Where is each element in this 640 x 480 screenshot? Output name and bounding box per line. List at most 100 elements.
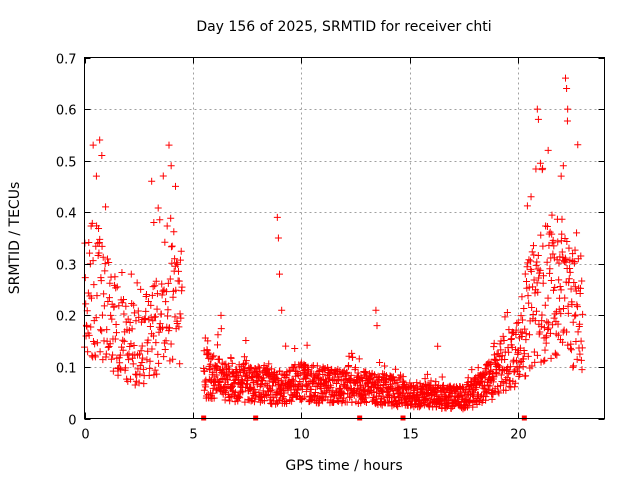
data-point (135, 313, 143, 321)
data-point (536, 159, 544, 167)
data-point (231, 388, 239, 396)
data-point (112, 284, 120, 292)
data-point (100, 302, 108, 310)
data-point (285, 367, 293, 375)
data-point (137, 347, 145, 355)
data-point (147, 301, 155, 309)
data-point (569, 318, 577, 326)
data-point (118, 343, 126, 351)
data-point (528, 248, 536, 256)
data-point (328, 366, 336, 374)
data-point (108, 315, 116, 323)
data-point (114, 371, 122, 379)
data-point (345, 362, 353, 370)
data-point (573, 355, 581, 363)
data-point (521, 270, 529, 278)
data-point (536, 328, 544, 336)
data-point (519, 316, 527, 324)
data-point (487, 358, 495, 366)
data-point (280, 393, 288, 401)
data-point (130, 309, 138, 317)
data-point (101, 260, 109, 268)
data-point (348, 349, 356, 357)
data-point (208, 353, 216, 361)
data-point (546, 265, 554, 273)
data-point (97, 277, 105, 285)
data-point (524, 292, 532, 300)
data-point (106, 279, 114, 287)
data-point (509, 358, 517, 366)
data-point (547, 354, 555, 362)
data-point (133, 279, 141, 287)
data-point (150, 313, 158, 321)
data-point (553, 351, 561, 359)
data-point (566, 265, 574, 273)
y-axis-title: SRMTID / TECUs (7, 182, 23, 295)
data-point (89, 141, 97, 149)
data-point (159, 324, 166, 332)
data-point (164, 279, 172, 287)
data-point (92, 314, 100, 322)
data-point (283, 371, 291, 379)
data-point (304, 371, 312, 379)
data-point (162, 288, 170, 296)
data-point (111, 273, 119, 281)
data-point (222, 372, 230, 380)
data-point (539, 272, 547, 280)
data-point (337, 377, 345, 385)
data-point (563, 238, 571, 246)
data-point (518, 293, 526, 301)
data-point (576, 320, 584, 328)
data-point (317, 384, 325, 392)
data-point (554, 331, 562, 339)
data-point (486, 382, 494, 390)
data-point (563, 84, 571, 92)
data-point (127, 270, 135, 278)
data-point (564, 309, 572, 317)
data-point (343, 369, 351, 377)
data-point (563, 328, 571, 336)
data-point (355, 355, 363, 363)
data-point (130, 301, 138, 309)
data-point (574, 328, 582, 336)
data-point (146, 364, 154, 372)
data-point (165, 141, 173, 149)
data-point (156, 216, 164, 224)
data-point (94, 239, 102, 247)
data-point (496, 340, 504, 348)
data-point (150, 332, 158, 340)
data-point (574, 141, 582, 149)
data-point (130, 342, 138, 350)
data-point (176, 256, 184, 264)
data-point (210, 381, 218, 389)
data-points (81, 74, 587, 413)
data-point (501, 313, 509, 321)
data-point (361, 398, 369, 406)
data-point (559, 338, 567, 346)
data-point (482, 369, 490, 377)
data-point (577, 252, 585, 260)
data-point (377, 386, 385, 394)
data-point (541, 356, 549, 364)
data-point (200, 386, 208, 394)
data-point (490, 339, 498, 347)
data-point (578, 366, 586, 374)
data-point (563, 117, 571, 125)
data-point (89, 257, 97, 265)
data-point (98, 311, 106, 319)
data-point (81, 274, 89, 282)
data-point (561, 234, 569, 242)
data-point (249, 369, 257, 377)
data-point (572, 311, 580, 319)
data-point (529, 283, 537, 291)
data-point (82, 300, 90, 308)
data-point (228, 359, 236, 367)
data-point (523, 202, 531, 210)
data-point (560, 304, 568, 312)
data-point (136, 370, 144, 378)
data-point (122, 302, 130, 310)
data-point (118, 299, 126, 307)
data-point (93, 339, 101, 347)
data-point (351, 364, 359, 372)
data-point (562, 74, 569, 82)
